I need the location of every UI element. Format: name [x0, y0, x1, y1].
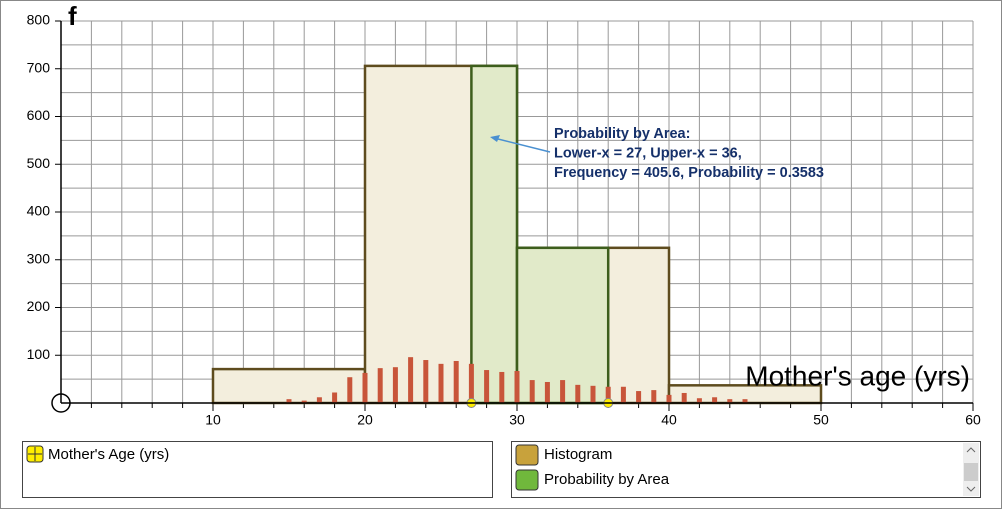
frequency-bar [529, 380, 535, 403]
frequency-bar [332, 392, 338, 403]
frequency-bar [544, 381, 550, 403]
frequency-bar [681, 392, 687, 403]
y-tick-label: 800 [27, 12, 51, 28]
annotation: Frequency = 405.6, Probability = 0.3583 [554, 165, 824, 181]
annotation: Probability by Area: [554, 126, 690, 142]
probability-area [515, 246, 610, 405]
annotation-arrowhead [490, 135, 500, 142]
frequency-bar [468, 363, 474, 403]
annotation-arrow [493, 137, 551, 153]
frequency-bar [301, 400, 307, 403]
frequency-bar [696, 398, 702, 403]
legend-label: Mother's Age (yrs) [48, 446, 169, 463]
frequency-bar [453, 360, 459, 403]
legend-swatch [515, 469, 539, 491]
frequency-bar [514, 371, 520, 403]
histogram-bar [211, 367, 367, 405]
legend-label: Histogram [544, 446, 612, 463]
x-label: Mother's age (yrs) [745, 360, 970, 391]
frequency-bar [438, 363, 444, 403]
legend-label: Probability by Area [544, 471, 670, 488]
frequency-bar [423, 360, 429, 403]
y-tick-label: 400 [27, 203, 51, 219]
frequency-bar [666, 394, 672, 403]
y-label: f [68, 1, 77, 31]
frequency-bar [499, 371, 505, 403]
frequency-bar [605, 386, 611, 403]
frequency-bar [712, 397, 718, 403]
x-tick-label: 40 [661, 412, 677, 428]
frequency-bar [636, 391, 642, 403]
scroll-arrows [966, 447, 976, 492]
origin [51, 393, 71, 413]
scrollbar-thumb[interactable] [964, 463, 978, 481]
legend-swatch [515, 444, 539, 466]
x-tick-label: 50 [813, 412, 829, 428]
x-tick-label: 10 [205, 412, 221, 428]
frequency-bar [651, 390, 657, 403]
x-tick-label: 30 [509, 412, 525, 428]
x-tick-label: 60 [965, 412, 981, 428]
frequency-bar [377, 368, 383, 403]
frequency-bar [560, 380, 566, 403]
y-tick-label: 600 [27, 107, 51, 123]
y-tick-label: 300 [27, 250, 51, 266]
legend-icon-cross [28, 447, 42, 461]
y-tick-label: 500 [27, 155, 51, 171]
frequency-bar [316, 397, 322, 403]
annotation: Lower-x = 27, Upper-x = 36, [554, 145, 742, 161]
frequency-bar [575, 384, 581, 403]
frequency-bar [286, 399, 292, 403]
frequency-bar [727, 399, 733, 403]
frequency-bar [392, 367, 398, 403]
x-tick-label: 20 [357, 412, 373, 428]
legend-panel [511, 441, 981, 498]
legend-panel [22, 441, 493, 498]
frequency-bar [408, 357, 414, 403]
frequency-bar [742, 399, 748, 403]
probability-area [470, 64, 519, 405]
y-tick-label: 100 [27, 346, 51, 362]
frequency-bar [347, 377, 353, 403]
frequency-bar [620, 386, 626, 403]
frequency-bar [362, 372, 368, 403]
frequency-bar [590, 385, 596, 403]
y-tick-label: 200 [27, 298, 51, 314]
y-tick-label: 700 [27, 59, 51, 75]
frequency-bar [484, 370, 490, 403]
